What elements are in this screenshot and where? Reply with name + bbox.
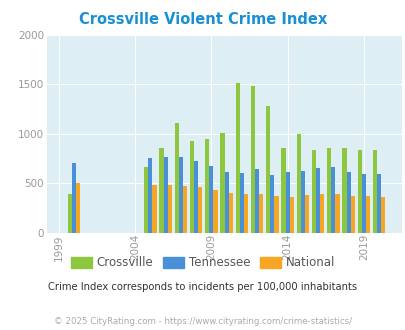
Bar bbox=[350, 195, 354, 233]
Bar bbox=[163, 157, 167, 233]
Bar bbox=[281, 148, 285, 233]
Bar bbox=[68, 194, 72, 233]
Bar bbox=[357, 150, 361, 233]
Bar bbox=[266, 106, 270, 233]
Bar bbox=[144, 167, 148, 233]
Bar bbox=[159, 148, 163, 233]
Text: Crossville Violent Crime Index: Crossville Violent Crime Index bbox=[79, 12, 326, 26]
Bar bbox=[213, 189, 217, 233]
Bar bbox=[254, 169, 258, 233]
Bar bbox=[345, 172, 350, 233]
Bar bbox=[361, 174, 365, 233]
Bar bbox=[224, 172, 228, 233]
Bar bbox=[311, 150, 315, 233]
Text: Crime Index corresponds to incidents per 100,000 inhabitants: Crime Index corresponds to incidents per… bbox=[48, 282, 357, 292]
Bar bbox=[330, 167, 335, 233]
Bar bbox=[326, 148, 330, 233]
Bar bbox=[228, 193, 232, 233]
Bar bbox=[220, 133, 224, 233]
Bar bbox=[194, 161, 198, 233]
Bar bbox=[190, 141, 194, 233]
Bar bbox=[209, 166, 213, 233]
Bar bbox=[76, 183, 80, 233]
Bar bbox=[380, 196, 384, 233]
Bar bbox=[243, 194, 247, 233]
Bar bbox=[239, 173, 243, 233]
Bar bbox=[365, 196, 369, 233]
Bar bbox=[235, 82, 239, 233]
Bar bbox=[315, 168, 320, 233]
Bar bbox=[320, 193, 324, 233]
Bar bbox=[270, 175, 274, 233]
Bar bbox=[174, 123, 178, 233]
Bar bbox=[274, 196, 278, 233]
Bar bbox=[148, 158, 152, 233]
Bar bbox=[205, 139, 209, 233]
Bar bbox=[152, 185, 156, 233]
Bar bbox=[167, 185, 171, 233]
Bar bbox=[341, 148, 345, 233]
Bar bbox=[250, 86, 254, 233]
Bar bbox=[258, 194, 262, 233]
Bar bbox=[335, 194, 339, 233]
Legend: Crossville, Tennessee, National: Crossville, Tennessee, National bbox=[66, 252, 339, 274]
Text: © 2025 CityRating.com - https://www.cityrating.com/crime-statistics/: © 2025 CityRating.com - https://www.city… bbox=[54, 317, 351, 326]
Bar bbox=[376, 174, 380, 233]
Bar bbox=[178, 157, 183, 233]
Bar bbox=[300, 171, 304, 233]
Bar bbox=[198, 187, 202, 233]
Bar bbox=[285, 172, 289, 233]
Bar bbox=[304, 194, 308, 233]
Bar bbox=[289, 196, 293, 233]
Bar bbox=[372, 150, 376, 233]
Bar bbox=[183, 185, 187, 233]
Bar bbox=[296, 134, 300, 233]
Bar bbox=[72, 163, 76, 233]
